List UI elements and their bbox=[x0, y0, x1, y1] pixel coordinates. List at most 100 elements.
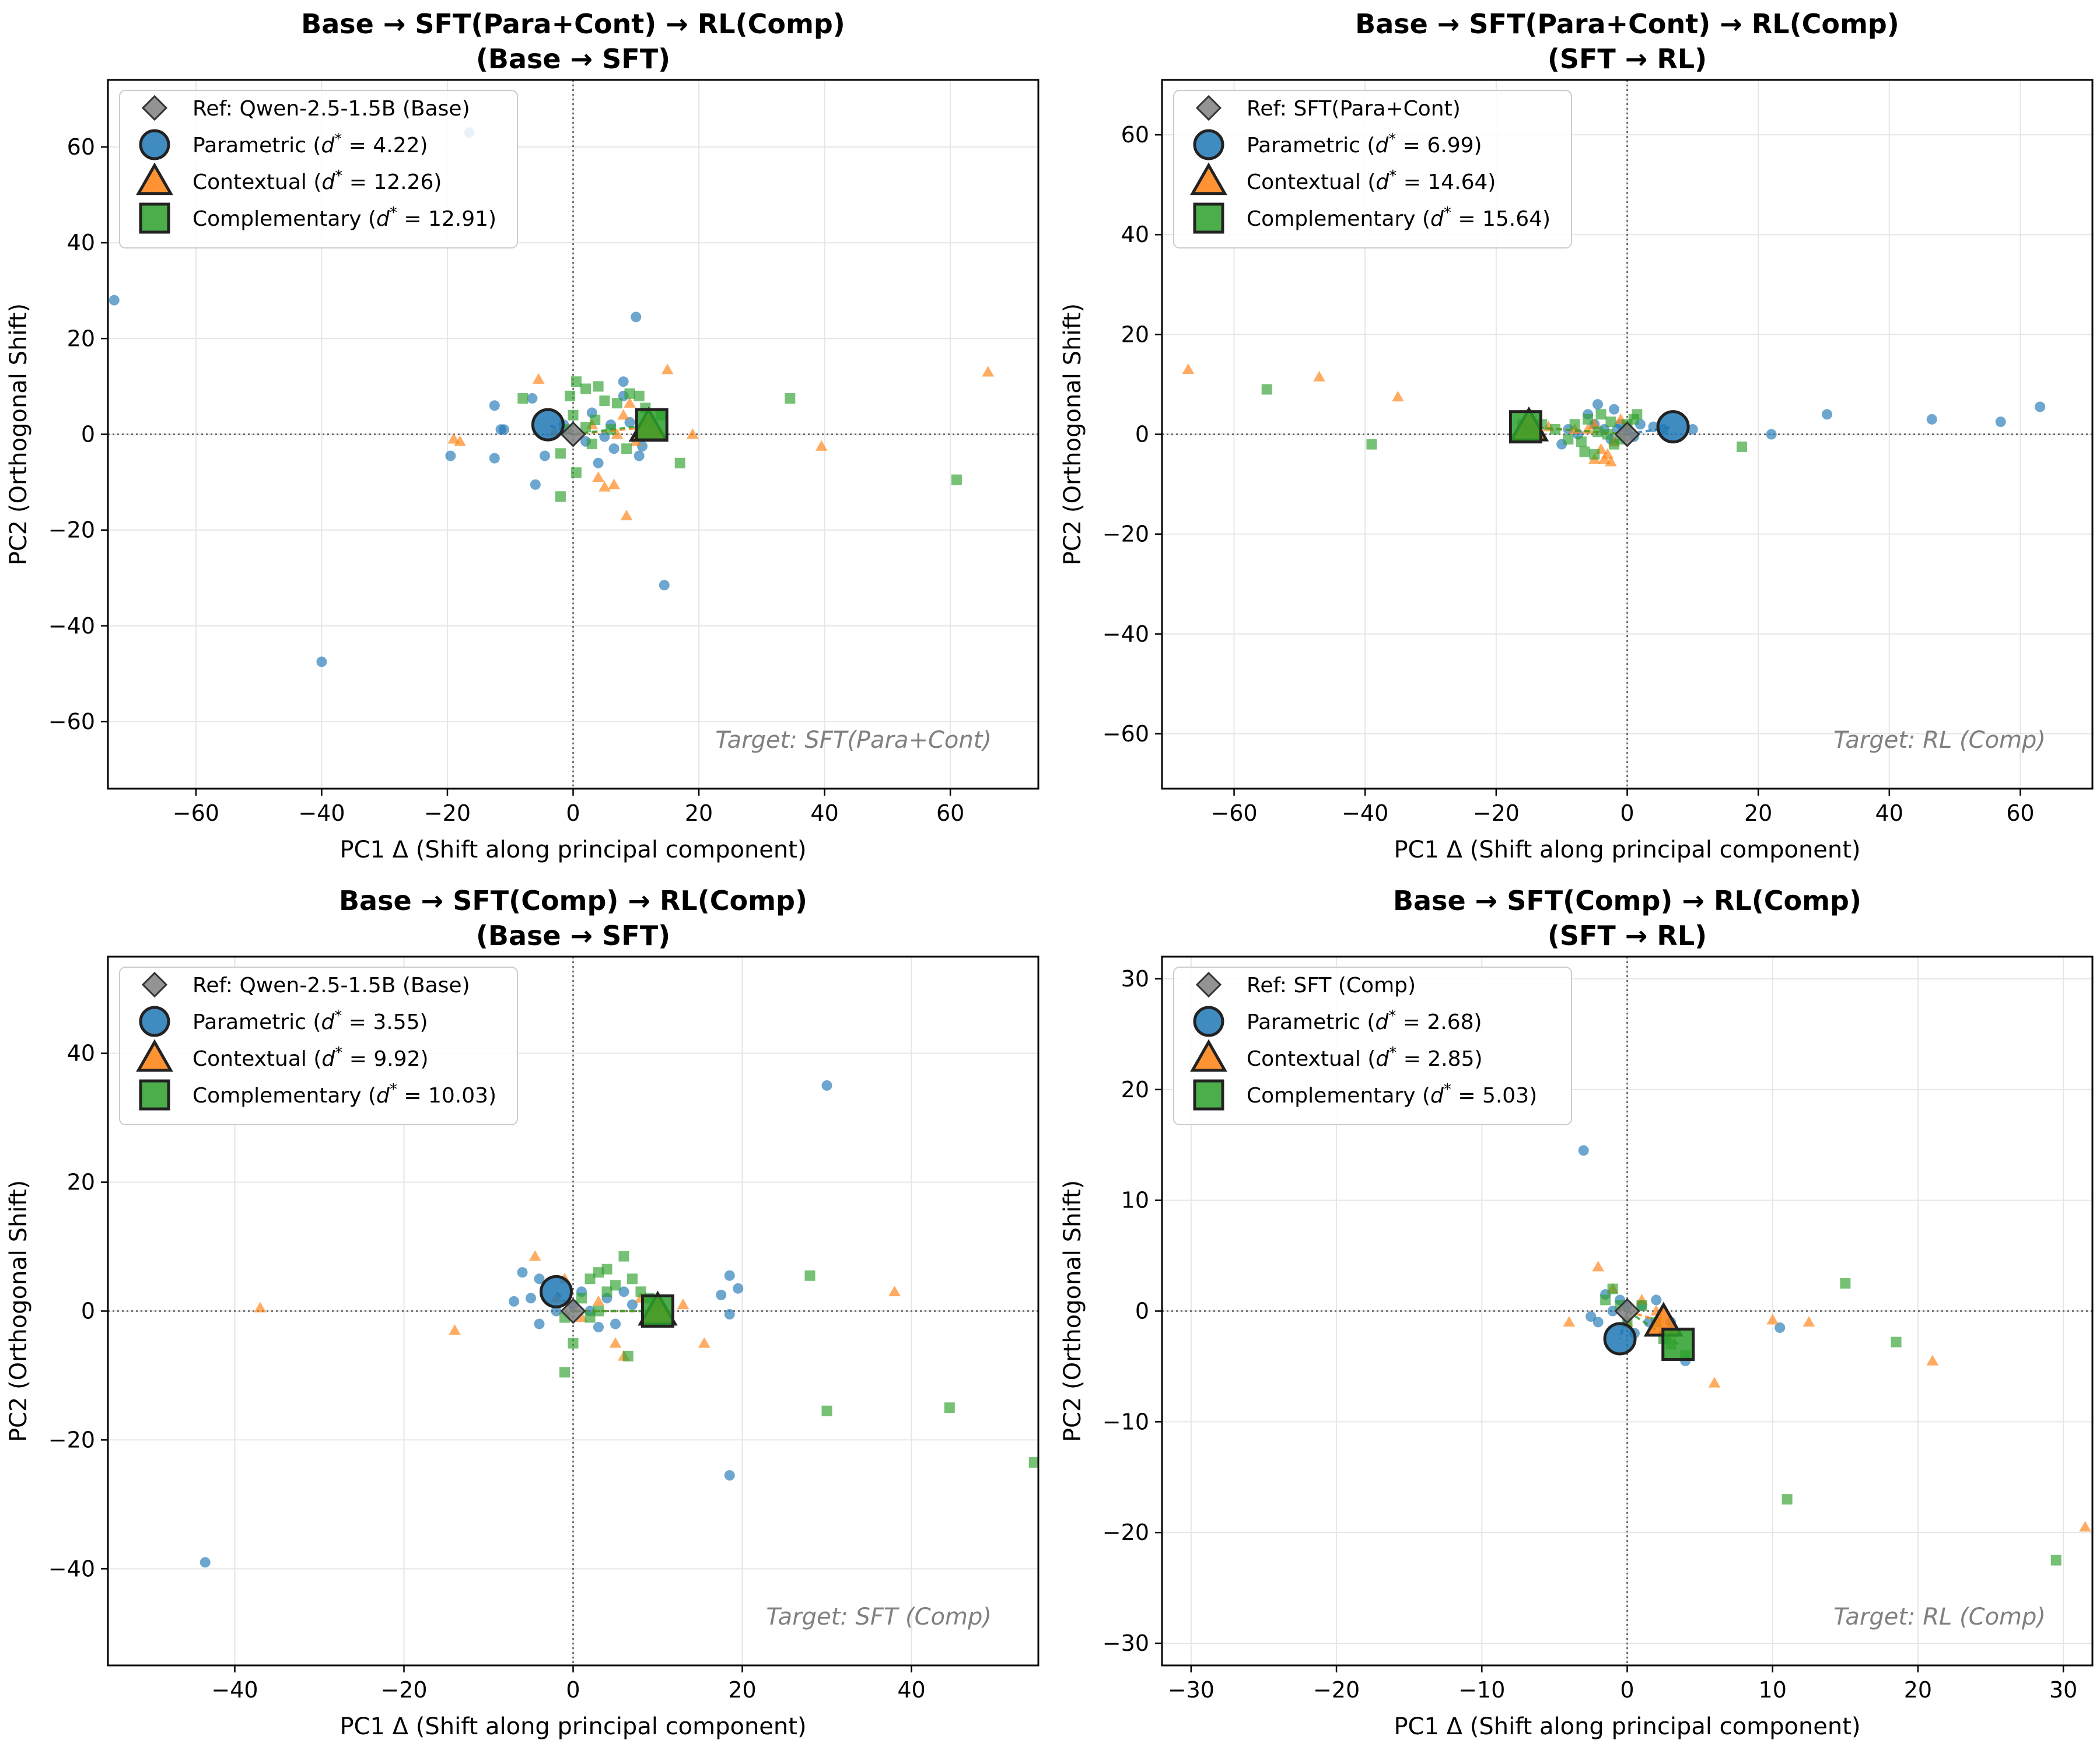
parametric-point bbox=[627, 1299, 638, 1310]
x-tick-label: 60 bbox=[2006, 800, 2034, 826]
complementary-point bbox=[593, 1267, 604, 1278]
complementary-point bbox=[1261, 384, 1272, 395]
parametric-point bbox=[659, 580, 670, 591]
x-axis-label: PC1 Δ (Shift along principal component) bbox=[340, 1713, 806, 1740]
complementary-point bbox=[1840, 1278, 1851, 1289]
parametric-point bbox=[489, 400, 500, 411]
reference-marker bbox=[560, 421, 586, 447]
contextual-point bbox=[575, 1311, 588, 1322]
panel-top-right: Base → SFT(Para+Cont) → RL(Comp)(SFT → R… bbox=[1059, 8, 2094, 863]
x-axis-label: PC1 Δ (Shift along principal component) bbox=[1394, 1713, 1860, 1740]
legend-box bbox=[119, 90, 518, 249]
complementary-point bbox=[1569, 419, 1580, 430]
y-tick-label: 0 bbox=[1135, 422, 1149, 447]
complementary-point bbox=[1737, 441, 1748, 452]
legend: Ref: Qwen-2.5-1.5B (Base) Parametric (d* … bbox=[119, 90, 518, 249]
x-tick-label: −60 bbox=[1210, 800, 1257, 826]
contextual-point bbox=[528, 1250, 541, 1261]
contextual-point bbox=[2079, 1521, 2091, 1532]
chart-subtitle: (SFT → RL) bbox=[1548, 43, 1707, 75]
contextual-point bbox=[1592, 1261, 1605, 1272]
y-tick-label: 40 bbox=[67, 1041, 95, 1066]
complementary-point bbox=[1607, 1283, 1618, 1294]
parametric-point bbox=[1609, 404, 1620, 415]
contextual-point bbox=[532, 373, 545, 384]
y-tick-label: 40 bbox=[1121, 222, 1149, 247]
target-annotation: Target: SFT (Comp) bbox=[766, 1604, 992, 1630]
chart-subtitle: (SFT → RL) bbox=[1548, 920, 1707, 951]
parametric-point bbox=[1578, 1145, 1589, 1156]
contextual-point bbox=[592, 471, 604, 482]
complementary-point bbox=[1636, 1300, 1647, 1311]
x-tick-label: 40 bbox=[897, 1677, 925, 1703]
contextual-point bbox=[815, 440, 828, 451]
parametric-point bbox=[618, 376, 629, 387]
chart-title: Base → SFT(Para+Cont) → RL(Comp) bbox=[301, 8, 845, 40]
legend-parametric-marker bbox=[1193, 1006, 1224, 1037]
complementary-point bbox=[559, 1367, 570, 1378]
contextual-point bbox=[608, 478, 620, 489]
parametric-point bbox=[608, 443, 620, 454]
complementary-point bbox=[951, 474, 962, 485]
parametric-point bbox=[821, 1080, 832, 1091]
parametric-point bbox=[1822, 409, 1833, 420]
legend-parametric-label: Parametric (d* = 6.99) bbox=[1247, 131, 1482, 158]
plot-frame bbox=[1161, 956, 2094, 1667]
legend-reference-label: Ref: Qwen-2.5-1.5B (Base) bbox=[192, 974, 470, 998]
legend-complementary-marker bbox=[1193, 1079, 1224, 1111]
reference-marker bbox=[1614, 421, 1640, 447]
x-tick-label: −60 bbox=[173, 800, 219, 826]
data-layer bbox=[1563, 1145, 2091, 1566]
parametric-point bbox=[526, 1293, 536, 1304]
legend-complementary-marker bbox=[139, 202, 170, 234]
complementary-point bbox=[580, 422, 592, 433]
parametric-centroid bbox=[1656, 410, 1690, 444]
legend-parametric-label: Parametric (d* = 4.22) bbox=[192, 131, 428, 158]
complementary-point bbox=[1366, 439, 1377, 450]
legend-parametric-label: Parametric (d* = 3.55) bbox=[192, 1007, 428, 1034]
complementary-point bbox=[601, 1264, 612, 1275]
complementary-point bbox=[1595, 409, 1606, 420]
x-tick-label: 20 bbox=[728, 1677, 756, 1703]
complementary-point bbox=[674, 457, 685, 468]
complementary-point bbox=[555, 491, 566, 502]
y-tick-label: 0 bbox=[81, 422, 95, 447]
parametric-point bbox=[517, 1267, 528, 1278]
contextual-point bbox=[1766, 1314, 1779, 1325]
complementary-centroid bbox=[635, 408, 668, 442]
target-annotation: Target: RL (Comp) bbox=[1833, 727, 2046, 754]
legend-parametric-label: Parametric (d* = 2.68) bbox=[1247, 1007, 1482, 1034]
complementary-point bbox=[944, 1402, 955, 1413]
parametric-centroid bbox=[1603, 1322, 1637, 1356]
contextual-point bbox=[686, 428, 699, 439]
y-axis-label: PC2 (Orthogonal Shift) bbox=[5, 1180, 32, 1442]
x-tick-label: −20 bbox=[1473, 800, 1520, 826]
plot-frame bbox=[107, 956, 1040, 1667]
x-tick-label: 10 bbox=[1759, 1677, 1787, 1703]
legend-contextual-label: Contextual (d* = 2.85) bbox=[1247, 1044, 1483, 1071]
parametric-centroid bbox=[531, 408, 565, 442]
contextual-point bbox=[1803, 1316, 1815, 1327]
target-annotation: Target: SFT(Para+Cont) bbox=[715, 727, 992, 754]
parametric-point bbox=[2035, 401, 2046, 412]
legend-complementary-label: Complementary (d* = 15.64) bbox=[1247, 204, 1550, 231]
parametric-point bbox=[1586, 1311, 1597, 1322]
contextual-point bbox=[617, 409, 630, 420]
contextual-point bbox=[598, 481, 611, 492]
complementary-point bbox=[593, 381, 604, 392]
legend-contextual-marker bbox=[136, 162, 173, 195]
legend-complementary-label: Complementary (d* = 5.03) bbox=[1247, 1081, 1537, 1108]
legend-complementary-label: Complementary (d* = 12.91) bbox=[192, 204, 496, 231]
contextual-point bbox=[254, 1301, 267, 1312]
parametric-point bbox=[530, 479, 541, 490]
contextual-point bbox=[1392, 390, 1404, 402]
complementary-point bbox=[1605, 416, 1616, 428]
legend-contextual-label: Contextual (d* = 9.92) bbox=[192, 1044, 429, 1071]
legend-contextual-marker bbox=[136, 1039, 173, 1072]
parametric-point bbox=[724, 1309, 735, 1320]
chart-subtitle: (Base → SFT) bbox=[476, 920, 670, 951]
reference-marker bbox=[560, 1298, 586, 1324]
parametric-point bbox=[624, 416, 635, 428]
parametric-point bbox=[1995, 416, 2006, 428]
y-tick-label: 40 bbox=[67, 230, 95, 256]
